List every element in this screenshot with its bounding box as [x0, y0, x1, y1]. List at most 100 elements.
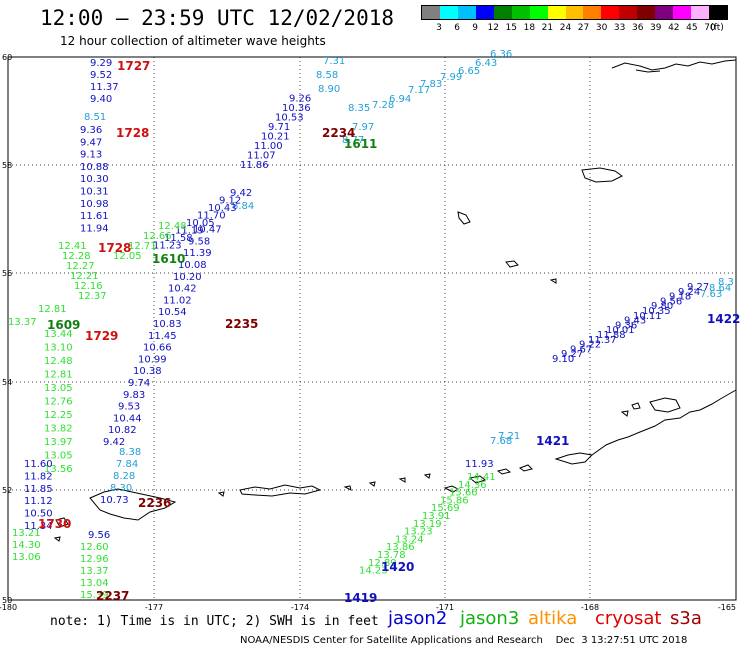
wave-height-value: 9.80: [651, 301, 673, 312]
graticule: [8, 57, 736, 600]
colorbar-swatch: [547, 6, 566, 19]
wave-height-value: 12.25: [44, 410, 73, 421]
axis-labels: 60 58 56 54 52 50-180 -177 -174 -171 -168 -165: [0, 53, 736, 612]
wave-height-value: 13.05: [44, 383, 73, 394]
wave-height-value: 13.37: [8, 317, 37, 328]
wave-height-value: 9.52: [90, 70, 112, 81]
wave-height-value: 9.36: [615, 320, 637, 331]
andreanof-islands: [239, 484, 322, 497]
wave-height-value: 11.37: [90, 82, 119, 93]
colorbar-labels: 3 6 9 12 15 18 21 24 27 30 33 36 39 42 45 70 (ft): [421, 23, 728, 35]
pass-time-label: 1421: [536, 434, 569, 448]
wave-height-value: 12.37: [78, 291, 107, 302]
latitude-label: 54: [2, 378, 12, 387]
wave-height-value: 10.88: [80, 162, 109, 173]
wave-height-value: 13.21: [12, 528, 41, 539]
wave-height-value: 9.10: [552, 354, 574, 365]
wave-height-value: 7.63: [700, 289, 722, 300]
wave-height-value: 11.02: [163, 295, 192, 306]
pass-time-label: 1422: [707, 312, 740, 326]
wave-height-value: 12.60: [80, 542, 109, 553]
wave-height-value: 15.39: [80, 590, 109, 601]
wave-height-value: 12.71: [128, 241, 157, 252]
legend-s3a: s3a: [670, 608, 702, 629]
colorbar-swatch: [475, 6, 494, 19]
page-subtitle: 12 hour collection of altimeter wave hei…: [60, 34, 326, 48]
colorbar-tick-label: 30: [595, 23, 608, 33]
colorbar-swatch: [637, 6, 656, 19]
wave-height-value: 7.31: [323, 56, 345, 67]
wave-height-value: 9.40: [90, 94, 112, 105]
wave-height-value: 14.23: [359, 566, 388, 577]
wave-height-value: 13.24: [395, 534, 424, 545]
credit-line: NOAA/NESDIS Center for Satellite Applica…: [240, 635, 688, 646]
wave-height-value: 10.43: [208, 203, 237, 214]
wave-height-value: 13.06: [12, 552, 41, 563]
wave-height-value: 8.28: [113, 471, 135, 482]
wave-height-value: 10.53: [275, 113, 304, 124]
wave-height-value: 6.65: [458, 66, 480, 77]
wave-height-value: 9.27: [687, 282, 709, 293]
wave-height-value: 10.21: [261, 132, 290, 143]
colorbar-swatch: [691, 6, 709, 19]
nunivak-island: [581, 167, 623, 183]
wave-height-value: 8.30: [110, 483, 132, 494]
wave-height-value: 10.36: [282, 103, 311, 114]
longitude-label: -174: [291, 603, 309, 612]
wave-height-value: 9.24: [678, 287, 700, 298]
wave-height-value: 12.96: [80, 554, 109, 565]
pass-time-label: 1728: [116, 126, 149, 140]
wave-height-value: 7.17: [408, 85, 430, 96]
longitude-label: -171: [436, 603, 454, 612]
wave-height-value: 9.42: [103, 437, 125, 448]
wave-height-value: 10.83: [153, 319, 182, 330]
colorbar-tick-label: 3: [436, 23, 442, 33]
wave-height-value: 10.47: [193, 225, 222, 236]
wave-height-value: 8.51: [84, 112, 106, 123]
wave-height-value: 13.91: [422, 511, 451, 522]
wave-height-value: 10.31: [80, 187, 109, 198]
wave-height-value: 11.39: [183, 248, 212, 259]
wave-height-value: 12.89: [368, 558, 397, 569]
wave-height-value: 9.56: [88, 530, 110, 541]
wave-height-value: 11.19: [175, 226, 204, 237]
longitude-label: -165: [718, 603, 736, 612]
wave-height-value: 9.26: [289, 94, 311, 105]
wave-height-value: 11.58: [164, 233, 193, 244]
pass-time-label: 1420: [381, 560, 414, 574]
st-matthew-island: [457, 211, 471, 225]
wave-height-value: 11.34: [24, 521, 53, 532]
colorbar-tick-label: 18: [523, 23, 536, 33]
wave-height-value: 10.50: [24, 509, 53, 520]
wave-height-value: 11.82: [24, 471, 53, 482]
wave-height-value: 11.86: [240, 160, 269, 171]
wave-height-value: 13.44: [44, 329, 73, 340]
wave-height-value: 9.56: [660, 296, 682, 307]
colorbar-swatch: [583, 6, 602, 19]
wave-height-value: 8.84: [232, 201, 254, 212]
pass-time-label: 2234: [322, 126, 355, 140]
pass-time-label: 1727: [117, 59, 150, 73]
pass-time-label: 2236: [138, 496, 171, 510]
colorbar-swatch: [673, 6, 692, 19]
colorbar-swatch: [457, 6, 476, 19]
colorbar-swatch: [655, 6, 674, 19]
longitude-label: -168: [581, 603, 599, 612]
wave-height-value: 12.16: [74, 281, 103, 292]
colorbar-tick-label: 70: [704, 23, 716, 33]
wave-height-value: 13.19: [413, 519, 442, 530]
wave-height-value: 12.81: [38, 304, 67, 315]
wave-height-value: 11.23: [153, 241, 182, 252]
pribilof-island-2: [549, 278, 557, 284]
pass-time-label: 1610: [152, 252, 185, 266]
wave-height-value: 12.21: [70, 271, 99, 282]
wave-height-value: 13.78: [377, 550, 406, 561]
latitude-label: 58: [2, 161, 12, 170]
wave-height-value: 15.66: [449, 488, 478, 499]
wave-height-value: 13.05: [44, 451, 73, 462]
colorbar-swatch: [439, 6, 458, 19]
wave-height-value: 10.05: [186, 218, 215, 229]
wave-height-value: 8.58: [316, 70, 338, 81]
alaska-mainland-coast: [611, 59, 737, 73]
colorbar-tick-label: 24: [559, 23, 572, 33]
